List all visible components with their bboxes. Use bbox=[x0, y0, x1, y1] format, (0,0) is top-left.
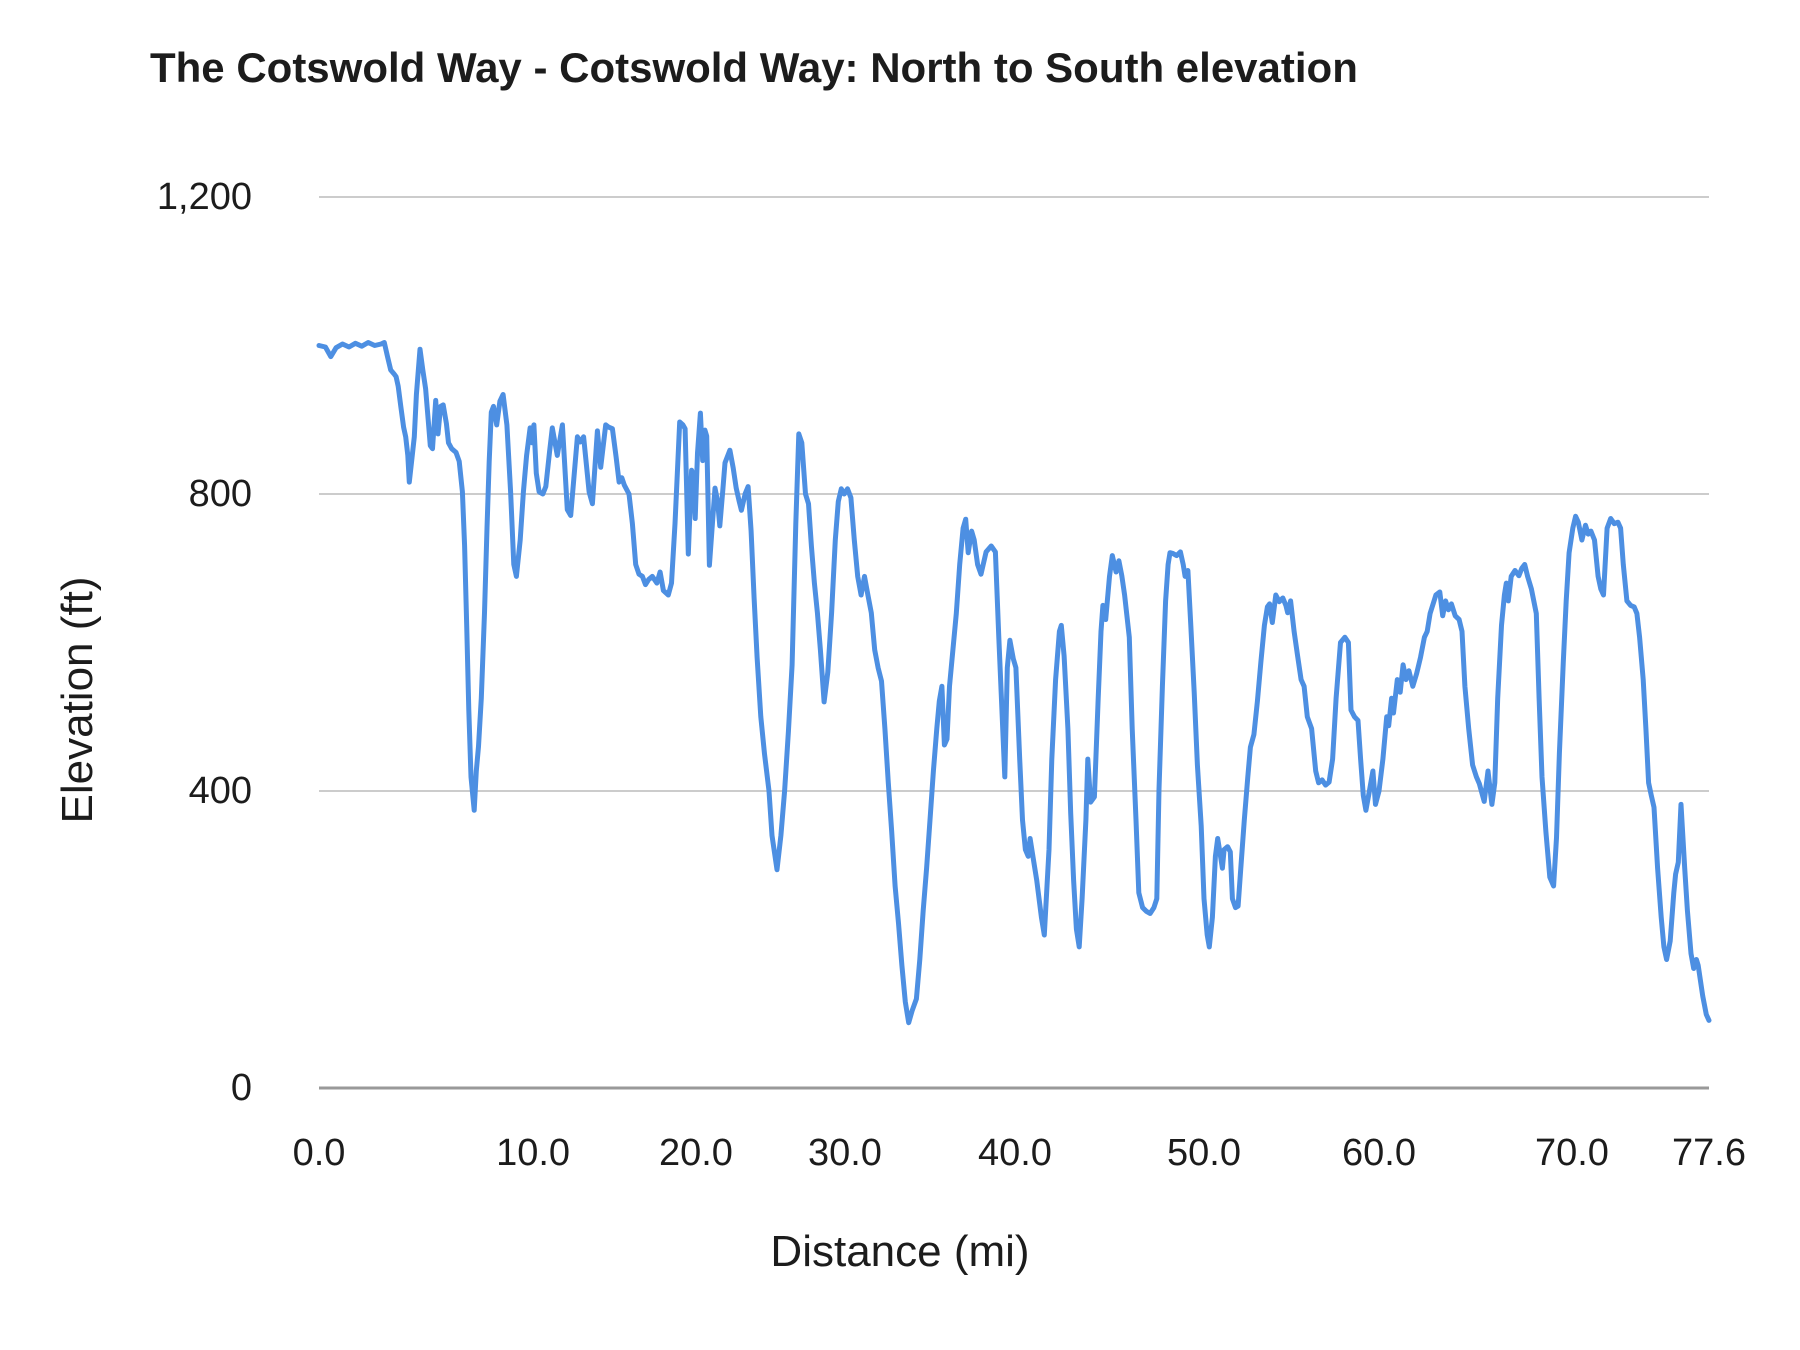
elevation-line bbox=[316, 340, 1712, 1026]
x-tick-label: 40.0 bbox=[977, 1132, 1052, 1174]
x-tick-label: 0.0 bbox=[292, 1132, 346, 1174]
chart-title: The Cotswold Way - Cotswold Way: North t… bbox=[150, 44, 1358, 91]
x-tick-label: 50.0 bbox=[1167, 1132, 1241, 1174]
x-tick-label: 10.0 bbox=[496, 1132, 571, 1174]
y-tick-label: 800 bbox=[188, 473, 252, 515]
x-tick-label: 77.6 bbox=[1672, 1132, 1746, 1174]
x-tick-label: 60.0 bbox=[1342, 1132, 1416, 1174]
x-axis-title: Distance (mi) bbox=[770, 1227, 1030, 1276]
y-tick-label: 1,200 bbox=[156, 176, 252, 218]
x-tick-label: 20.0 bbox=[658, 1132, 733, 1174]
x-tick-label: 30.0 bbox=[807, 1132, 882, 1174]
y-tick-label: 400 bbox=[188, 770, 252, 812]
y-tick-label: 0 bbox=[230, 1067, 252, 1109]
x-tick-label: 70.0 bbox=[1534, 1132, 1609, 1174]
